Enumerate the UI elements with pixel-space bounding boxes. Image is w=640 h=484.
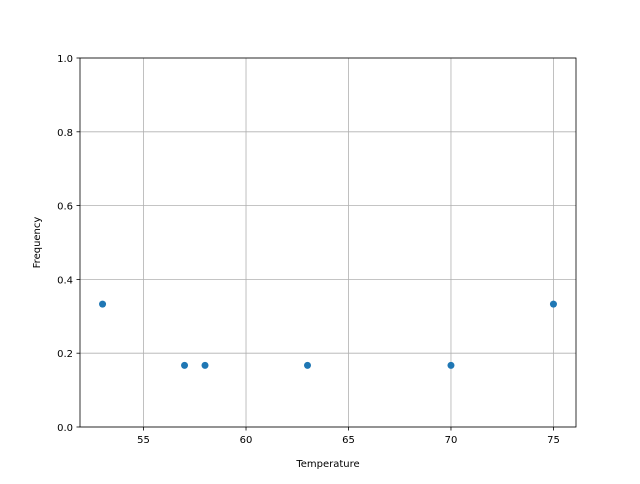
axes-frame	[79, 57, 577, 428]
data-point	[447, 361, 455, 369]
x-tick-label: 75	[547, 435, 560, 446]
x-tick-label: 55	[137, 435, 150, 446]
y-axis-label: Frequency	[32, 217, 43, 269]
ticks: 55 60 65 70 75 0.0 0.2 0.4 0.6 0.8 1.0	[57, 54, 560, 446]
y-tick-label: 0.8	[57, 128, 73, 139]
y-tick-label: 1.0	[57, 54, 73, 65]
data-point	[181, 361, 189, 369]
data-point	[304, 361, 312, 369]
x-axis-label: Temperature	[295, 459, 359, 470]
x-tick-label: 60	[240, 435, 253, 446]
y-tick-label: 0.2	[57, 349, 73, 360]
y-tick-label: 0.6	[57, 202, 73, 213]
data-points	[99, 300, 557, 369]
data-point	[201, 361, 209, 369]
data-point	[99, 300, 107, 308]
y-tick-label: 0.0	[57, 423, 73, 434]
grid-lines	[80, 57, 576, 428]
data-point	[549, 300, 557, 308]
x-tick-label: 65	[342, 435, 355, 446]
x-tick-label: 70	[445, 435, 458, 446]
y-tick-label: 0.4	[57, 275, 73, 286]
